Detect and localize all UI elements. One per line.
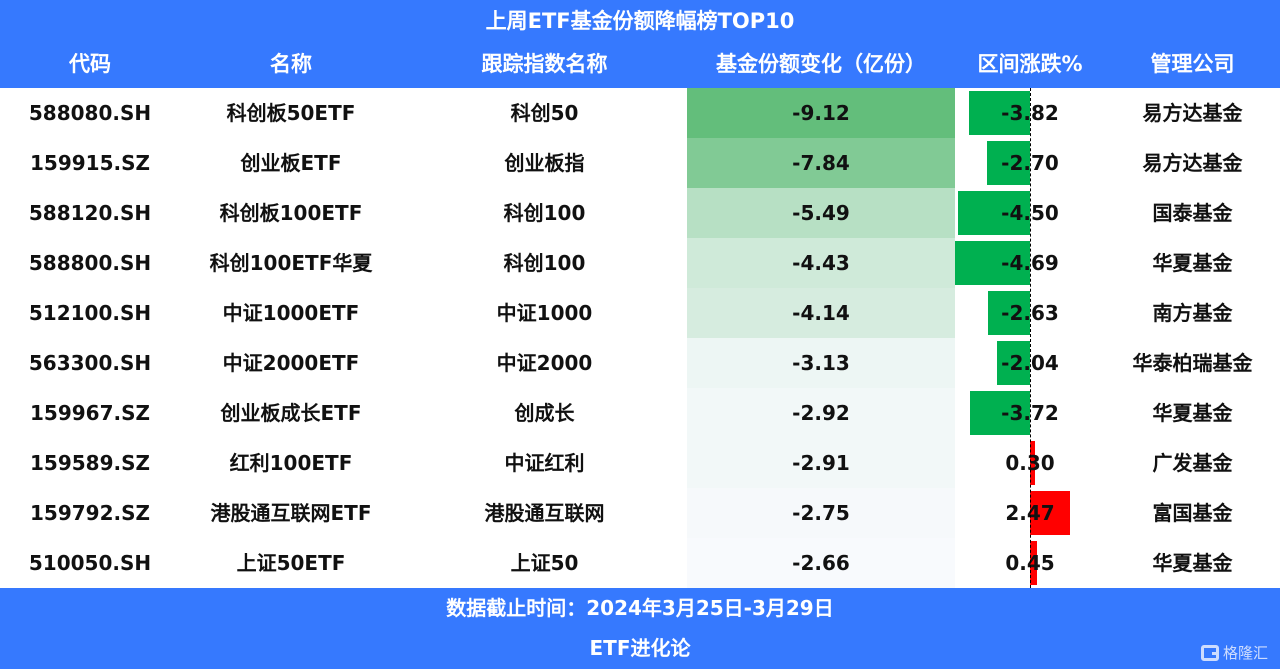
management-company: 华夏基金 — [1152, 401, 1233, 425]
pct-change-bar-positive — [1030, 441, 1035, 485]
pct-change-bar-positive — [1030, 541, 1038, 585]
fund-code: 588120.SH — [28, 201, 152, 225]
management-company: 华夏基金 — [1152, 551, 1233, 575]
pct-change-bar-negative — [968, 91, 1030, 135]
fund-code: 512100.SH — [28, 301, 152, 325]
fund-name: 创业板ETF — [240, 151, 342, 175]
share-change-heat-cell — [687, 388, 955, 438]
share-change-heat-cell — [687, 438, 955, 488]
fund-code: 563300.SH — [28, 351, 152, 375]
share-change-value: -9.12 — [792, 101, 850, 125]
table-row: 563300.SH 中证2000ETF 中证2000 -3.13 华泰柏瑞基金 -2.04 — [0, 338, 1280, 388]
table-row: 588800.SH 科创100ETF华夏 科创100 -4.43 华夏基金 -4.69 — [0, 238, 1280, 288]
table-row: 159967.SZ 创业板成长ETF 创成长 -2.92 华夏基金 -3.72 — [0, 388, 1280, 438]
tracking-index: 上证50 — [510, 551, 579, 575]
watermark-text: 格隆汇 — [1222, 644, 1268, 662]
tracking-index: 创成长 — [514, 401, 575, 425]
pct-change-bar-positive — [1030, 491, 1070, 535]
fund-code: 159589.SZ — [30, 451, 150, 475]
fund-name: 科创板100ETF — [219, 201, 363, 225]
management-company: 华夏基金 — [1152, 251, 1233, 275]
pct-change-bar-negative — [986, 141, 1030, 185]
table-row: 159589.SZ 红利100ETF 中证红利 -2.91 广发基金 0.30 — [0, 438, 1280, 488]
share-change-heat-cell — [687, 238, 955, 288]
column-header-index: 跟踪指数名称 — [481, 52, 608, 76]
pct-change-bar-negative — [970, 391, 1030, 435]
share-change-value: -2.92 — [792, 401, 850, 425]
management-company: 南方基金 — [1152, 301, 1233, 325]
column-header-pct-change: 区间涨跌% — [977, 52, 1083, 76]
column-header-code: 代码 — [69, 52, 111, 76]
column-header-name: 名称 — [270, 52, 312, 76]
management-company: 华泰柏瑞基金 — [1132, 351, 1253, 375]
share-change-heat-cell — [687, 88, 955, 138]
fund-name: 港股通互联网ETF — [210, 501, 372, 525]
management-company: 广发基金 — [1152, 451, 1233, 475]
brand-label: ETF进化论 — [589, 636, 691, 660]
table-row: 159792.SZ 港股通互联网ETF 港股通互联网 -2.75 富国基金 2.47 — [0, 488, 1280, 538]
share-change-heat-cell — [687, 338, 955, 388]
pct-change-value: 0.45 — [1005, 551, 1055, 575]
fund-name: 中证2000ETF — [222, 351, 360, 375]
tracking-index: 港股通互联网 — [484, 501, 605, 525]
share-change-heat-cell — [687, 538, 955, 588]
table-row: 510050.SH 上证50ETF 上证50 -2.66 华夏基金 0.45 — [0, 538, 1280, 588]
chart-title: 上周ETF基金份额降幅榜TOP10 — [485, 9, 795, 33]
fund-name: 中证1000ETF — [222, 301, 360, 325]
tracking-index: 中证红利 — [504, 451, 585, 475]
table-body: 588080.SH 科创板50ETF 科创50 -9.12 易方达基金 -3.82 1599… — [0, 88, 1280, 588]
tracking-index: 中证1000 — [496, 301, 593, 325]
management-company: 国泰基金 — [1152, 201, 1233, 225]
fund-name: 上证50ETF — [236, 551, 346, 575]
table-row: 159915.SZ 创业板ETF 创业板指 -7.84 易方达基金 -2.70 — [0, 138, 1280, 188]
share-change-value: -3.13 — [792, 351, 850, 375]
table-row: 588120.SH 科创板100ETF 科创100 -5.49 国泰基金 -4.50 — [0, 188, 1280, 238]
management-company: 富国基金 — [1152, 501, 1233, 525]
watermark-logo-icon — [1200, 644, 1219, 661]
table-row: 588080.SH 科创板50ETF 科创50 -9.12 易方达基金 -3.82 — [0, 88, 1280, 138]
share-change-value: -2.75 — [792, 501, 850, 525]
watermark: 格隆汇 — [1200, 642, 1268, 663]
fund-name: 科创100ETF华夏 — [209, 251, 373, 275]
fund-code: 159967.SZ — [30, 401, 150, 425]
column-header-company: 管理公司 — [1150, 52, 1235, 76]
share-change-value: -4.14 — [792, 301, 850, 325]
tracking-index: 科创50 — [510, 101, 579, 125]
share-change-heat-cell — [687, 188, 955, 238]
pct-change-bar-negative — [958, 191, 1030, 235]
pct-change-value: 0.30 — [1005, 451, 1055, 475]
pct-change-bar-negative — [987, 291, 1030, 335]
footer: 数据截止时间：2024年3月25日-3月29日 ETF进化论 格隆汇 — [0, 588, 1280, 669]
share-change-value: -7.84 — [792, 151, 850, 175]
table-row: 512100.SH 中证1000ETF 中证1000 -4.14 南方基金 -2.63 — [0, 288, 1280, 338]
share-change-heat-cell — [687, 138, 955, 188]
share-change-value: -2.66 — [792, 551, 850, 575]
management-company: 易方达基金 — [1142, 151, 1243, 175]
management-company: 易方达基金 — [1142, 101, 1243, 125]
tracking-index: 中证2000 — [496, 351, 593, 375]
pct-change-bar-negative — [997, 341, 1030, 385]
fund-code: 588800.SH — [28, 251, 152, 275]
tracking-index: 创业板指 — [504, 151, 585, 175]
fund-code: 159792.SZ — [30, 501, 150, 525]
tracking-index: 科创100 — [503, 201, 586, 225]
fund-code: 588080.SH — [28, 101, 152, 125]
fund-name: 科创板50ETF — [226, 101, 356, 125]
pct-change-value: 2.47 — [1005, 501, 1055, 525]
data-date-range: 数据截止时间：2024年3月25日-3月29日 — [446, 596, 834, 620]
share-change-value: -5.49 — [792, 201, 850, 225]
tracking-index: 科创100 — [503, 251, 586, 275]
bar-axis-line — [1030, 88, 1031, 588]
column-header-share-change: 基金份额变化（亿份） — [716, 52, 926, 76]
share-change-heat-cell — [687, 288, 955, 338]
pct-change-bar-negative — [954, 241, 1030, 285]
table-header: 上周ETF基金份额降幅榜TOP10 代码 名称 跟踪指数名称 基金份额变化（亿份… — [0, 0, 1280, 88]
share-change-value: -2.91 — [792, 451, 850, 475]
share-change-heat-cell — [687, 488, 955, 538]
fund-name: 创业板成长ETF — [220, 401, 362, 425]
share-change-value: -4.43 — [792, 251, 850, 275]
fund-code: 510050.SH — [28, 551, 152, 575]
fund-name: 红利100ETF — [229, 451, 353, 475]
fund-code: 159915.SZ — [30, 151, 150, 175]
